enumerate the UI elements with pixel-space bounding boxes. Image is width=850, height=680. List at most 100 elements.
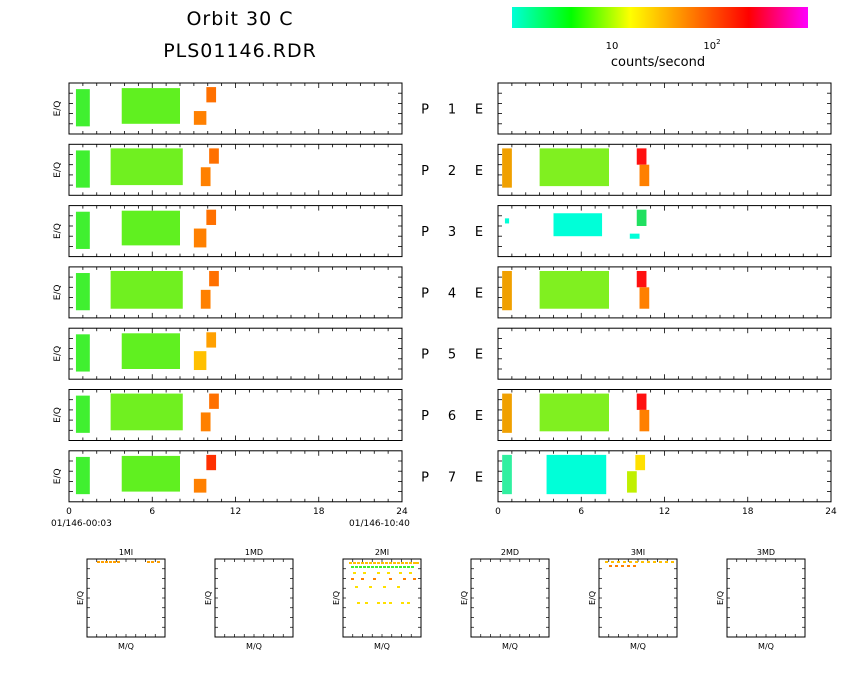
p-panel-2-data-cell: [110, 148, 183, 186]
row-4-e-label: E: [475, 286, 483, 301]
mini-data-dot: [383, 602, 386, 604]
mini-data-dot: [377, 562, 380, 564]
mini-data-dot: [369, 586, 372, 588]
row-2-e-label: E: [475, 164, 483, 179]
mini-2mi-xlabel: M/Q: [374, 642, 390, 651]
row-5-p-label: P: [421, 348, 429, 363]
mini-data-dot: [351, 578, 354, 580]
mini-1mi-frame: [86, 558, 166, 638]
mini-data-dot: [381, 562, 384, 564]
mini-data-dot: [355, 566, 358, 568]
mini-data-dot: [359, 566, 362, 568]
mini-data-dot: [373, 578, 376, 580]
mini-2md-title: 2MD: [501, 548, 519, 557]
mini-data-dot: [385, 562, 388, 564]
mini-data-dot: [653, 561, 656, 563]
mini-3mi-title: 3MI: [631, 548, 645, 557]
p-xtick-label: 18: [313, 507, 325, 517]
mini-data-dot: [101, 561, 104, 563]
p-panel-6-data-cell: [200, 412, 211, 432]
p-panel-3-data-cell: [206, 209, 217, 225]
p-xtick-label: 12: [230, 507, 241, 517]
mini-1mi-xlabel: M/Q: [118, 642, 134, 651]
e-xtick-label: 12: [659, 507, 670, 517]
mini-data-dot: [413, 578, 416, 580]
p-panel-1-ylabel: E/Q: [53, 101, 63, 117]
p-panel-5-data-cell: [206, 332, 217, 348]
mini-data-dot: [109, 561, 112, 563]
mini-3md-title: 3MD: [757, 548, 775, 557]
mini-data-dot: [621, 565, 624, 567]
p-panel-3-data-cell: [75, 211, 90, 249]
p-panel-3-ylabel: E/Q: [53, 223, 63, 239]
mini-data-dot: [671, 561, 674, 563]
e-panel-2-data-cell: [502, 148, 512, 188]
row-6-e-label: E: [475, 409, 483, 424]
mini-data-dot: [387, 566, 390, 568]
p-panel-7-ylabel: E/Q: [53, 468, 63, 484]
mini-2md-ylabel: E/Q: [460, 591, 469, 605]
row-4-p-label: P: [421, 286, 429, 301]
mini-data-dot: [617, 561, 620, 563]
e-panel-2-data-cell: [639, 164, 650, 187]
p-panel-4-data-cell: [75, 273, 90, 311]
p-panel-2-ylabel: E/Q: [53, 162, 63, 178]
e-panel-2-data-cell: [636, 148, 647, 165]
e-panel-6-data-cell: [639, 409, 650, 432]
p-panel-1-data-cell: [206, 87, 217, 103]
mini-data-dot: [383, 586, 386, 588]
mini-data-dot: [373, 562, 376, 564]
row-6-number: 6: [448, 409, 456, 424]
mini-data-dot: [623, 561, 626, 563]
p-panel-5-data-cell: [121, 333, 180, 369]
row-2-p-label: P: [421, 164, 429, 179]
mini-data-dot: [659, 561, 662, 563]
mini-data-dot: [365, 562, 368, 564]
mini-data-dot: [629, 561, 632, 563]
row-5-e-label: E: [475, 348, 483, 363]
p-panel-5-frame: [68, 327, 403, 380]
mini-data-dot: [401, 602, 404, 604]
colorbar-tick-100: 102: [703, 38, 720, 52]
e-xtick-label: 24: [825, 507, 837, 517]
mini-data-dot: [389, 562, 392, 564]
p-panel-7-frame: [68, 450, 403, 503]
p-panel-6-data-cell: [110, 393, 183, 431]
e-panel-4-data-cell: [636, 270, 647, 288]
mini-data-dot: [407, 602, 410, 604]
p-panel-5-data-cell: [75, 334, 90, 372]
mini-data-dot: [609, 565, 612, 567]
p-panel-4-data-cell: [110, 270, 183, 309]
mini-data-dot: [407, 566, 410, 568]
colorbar-label: counts/second: [611, 55, 705, 70]
mini-3mi-ylabel: E/Q: [588, 591, 597, 605]
mini-data-dot: [379, 566, 382, 568]
mini-data-dot: [377, 572, 380, 574]
plot-subtitle: PLS01146.RDR: [163, 40, 317, 62]
e-xtick-label: 6: [578, 507, 584, 517]
mini-1md-ylabel: E/Q: [204, 591, 213, 605]
mini-data-dot: [399, 566, 402, 568]
mini-data-dot: [641, 561, 644, 563]
p-panel-5-data-cell: [193, 351, 207, 371]
mini-data-dot: [157, 561, 160, 563]
p-panel-7-data-cell: [75, 456, 90, 495]
mini-data-dot: [403, 566, 406, 568]
e-panel-2-data-cell: [539, 148, 609, 187]
mini-data-dot: [367, 566, 370, 568]
mini-1md-xlabel: M/Q: [246, 642, 262, 651]
e-panel-7-data-cell: [627, 471, 637, 493]
mini-data-dot: [401, 562, 404, 564]
p-panel-1-data-cell: [75, 89, 90, 127]
p-panel-5-ylabel: E/Q: [53, 346, 63, 362]
row-7-p-label: P: [421, 470, 429, 485]
mini-data-dot: [357, 602, 360, 604]
p-panel-4-data-cell: [209, 270, 219, 287]
mini-3md-xlabel: M/Q: [758, 642, 774, 651]
mini-data-dot: [647, 561, 650, 563]
e-panel-7-data-cell: [635, 454, 646, 471]
mini-3mi-xlabel: M/Q: [630, 642, 646, 651]
time-end-label: 01/146-10:40: [349, 519, 410, 529]
mini-data-dot: [397, 562, 400, 564]
